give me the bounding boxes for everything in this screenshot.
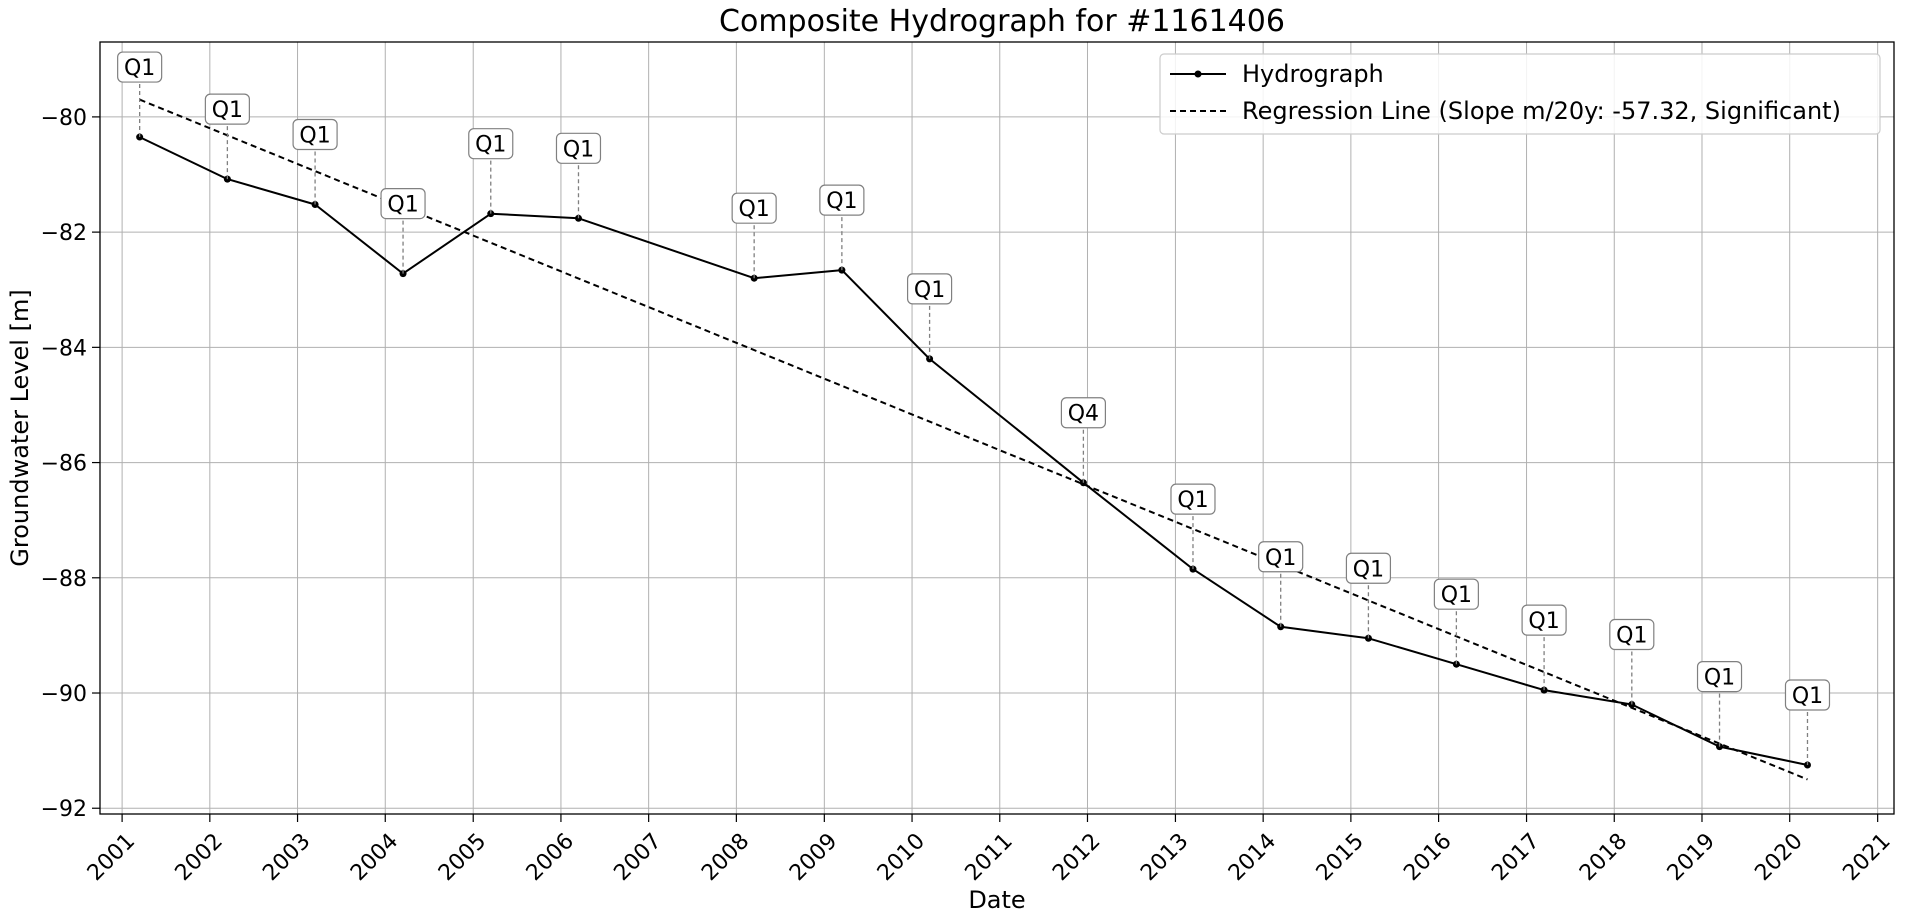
annotation-box: [1258, 541, 1304, 573]
annotation-box: [1784, 679, 1831, 711]
annotation-label: Q1: [1353, 557, 1384, 582]
annotation-box: [117, 51, 163, 83]
y-axis-title: Groundwater Level [m]: [6, 289, 34, 566]
annotation-box: [555, 132, 602, 164]
annotation-label: Q1: [1616, 624, 1647, 649]
annotation-label: Q1: [738, 197, 769, 222]
legend-hydrograph-marker: [1194, 70, 1202, 78]
y-tick-label: −90: [41, 682, 87, 707]
annotation-box: [1345, 552, 1392, 584]
y-axis-ticks: −80 −82 −84 −86 −88 −90 −92: [41, 106, 100, 822]
annotation-label: Q1: [212, 98, 243, 123]
chart-title: Composite Hydrograph for #1161406: [719, 4, 1285, 39]
annotation-box: [731, 192, 777, 224]
annotation-box: [1696, 660, 1743, 693]
plot-area-frame: [99, 41, 1895, 815]
legend-hydrograph-label: Hydrograph: [1242, 60, 1384, 88]
quarter-annotations: Q1 Q1 Q1 Q1 Q1 Q1 Q1 Q1 Q1 Q4 Q1 Q1 Q1 Q1 Q1 Q1 Q1 Q1: [117, 51, 1831, 766]
annotation-box: [204, 93, 250, 125]
annotation-label: Q1: [1528, 609, 1559, 634]
annotation-box: [380, 188, 426, 220]
annotation-label: Q1: [387, 193, 418, 218]
annotation-label: Q1: [1441, 583, 1472, 608]
y-tick-label: −82: [41, 221, 87, 246]
y-tick-label: −80: [41, 106, 87, 131]
annotation-label: Q1: [826, 189, 857, 214]
annotation-label: Q1: [1177, 488, 1208, 513]
annotation-label: Q4: [1068, 402, 1099, 427]
annotation-box: [819, 184, 865, 216]
annotation-label: Q1: [563, 137, 594, 162]
annotation-label: Q1: [124, 56, 155, 81]
y-tick-label: −84: [41, 336, 87, 361]
legend-regression-label: Regression Line (Slope m/20y: -57.32, Si…: [1242, 97, 1841, 125]
hydrograph-line: [139, 136, 1808, 766]
annotation-box: [468, 128, 514, 160]
y-tick-label: −88: [41, 567, 87, 592]
y-tick-label: −86: [41, 452, 87, 477]
annotation-box: [1609, 618, 1655, 651]
annotation-box: [292, 118, 338, 151]
legend-box: [1159, 53, 1881, 135]
annotation-label: Q1: [1265, 546, 1296, 571]
annotation-label: Q1: [475, 133, 506, 158]
annotation-label: Q1: [299, 123, 330, 148]
y-tick-label: −92: [41, 797, 87, 822]
annotation-box: [906, 273, 953, 305]
annotation-label: Q1: [1792, 684, 1823, 709]
annotation-box: [1170, 483, 1216, 515]
annotation-box: [1433, 578, 1479, 610]
annotation-box: [1060, 397, 1106, 429]
x-axis-title: Date: [968, 886, 1025, 914]
annotation-box: [1521, 604, 1567, 636]
annotation-label: Q1: [914, 278, 945, 303]
legend: Hydrograph Regression Line (Slope m/20y:…: [1159, 53, 1881, 135]
annotation-label: Q1: [1704, 666, 1735, 691]
